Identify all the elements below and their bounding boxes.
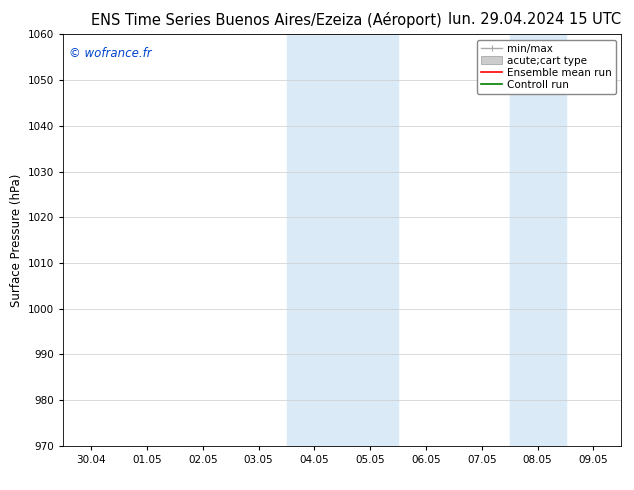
Text: ENS Time Series Buenos Aires/Ezeiza (Aéroport): ENS Time Series Buenos Aires/Ezeiza (Aér… <box>91 12 442 28</box>
Bar <box>510 34 566 446</box>
Legend: min/max, acute;cart type, Ensemble mean run, Controll run: min/max, acute;cart type, Ensemble mean … <box>477 40 616 94</box>
Y-axis label: Surface Pressure (hPa): Surface Pressure (hPa) <box>10 173 23 307</box>
Text: © wofrance.fr: © wofrance.fr <box>69 47 152 60</box>
Text: lun. 29.04.2024 15 UTC: lun. 29.04.2024 15 UTC <box>448 12 621 27</box>
Bar <box>287 34 398 446</box>
